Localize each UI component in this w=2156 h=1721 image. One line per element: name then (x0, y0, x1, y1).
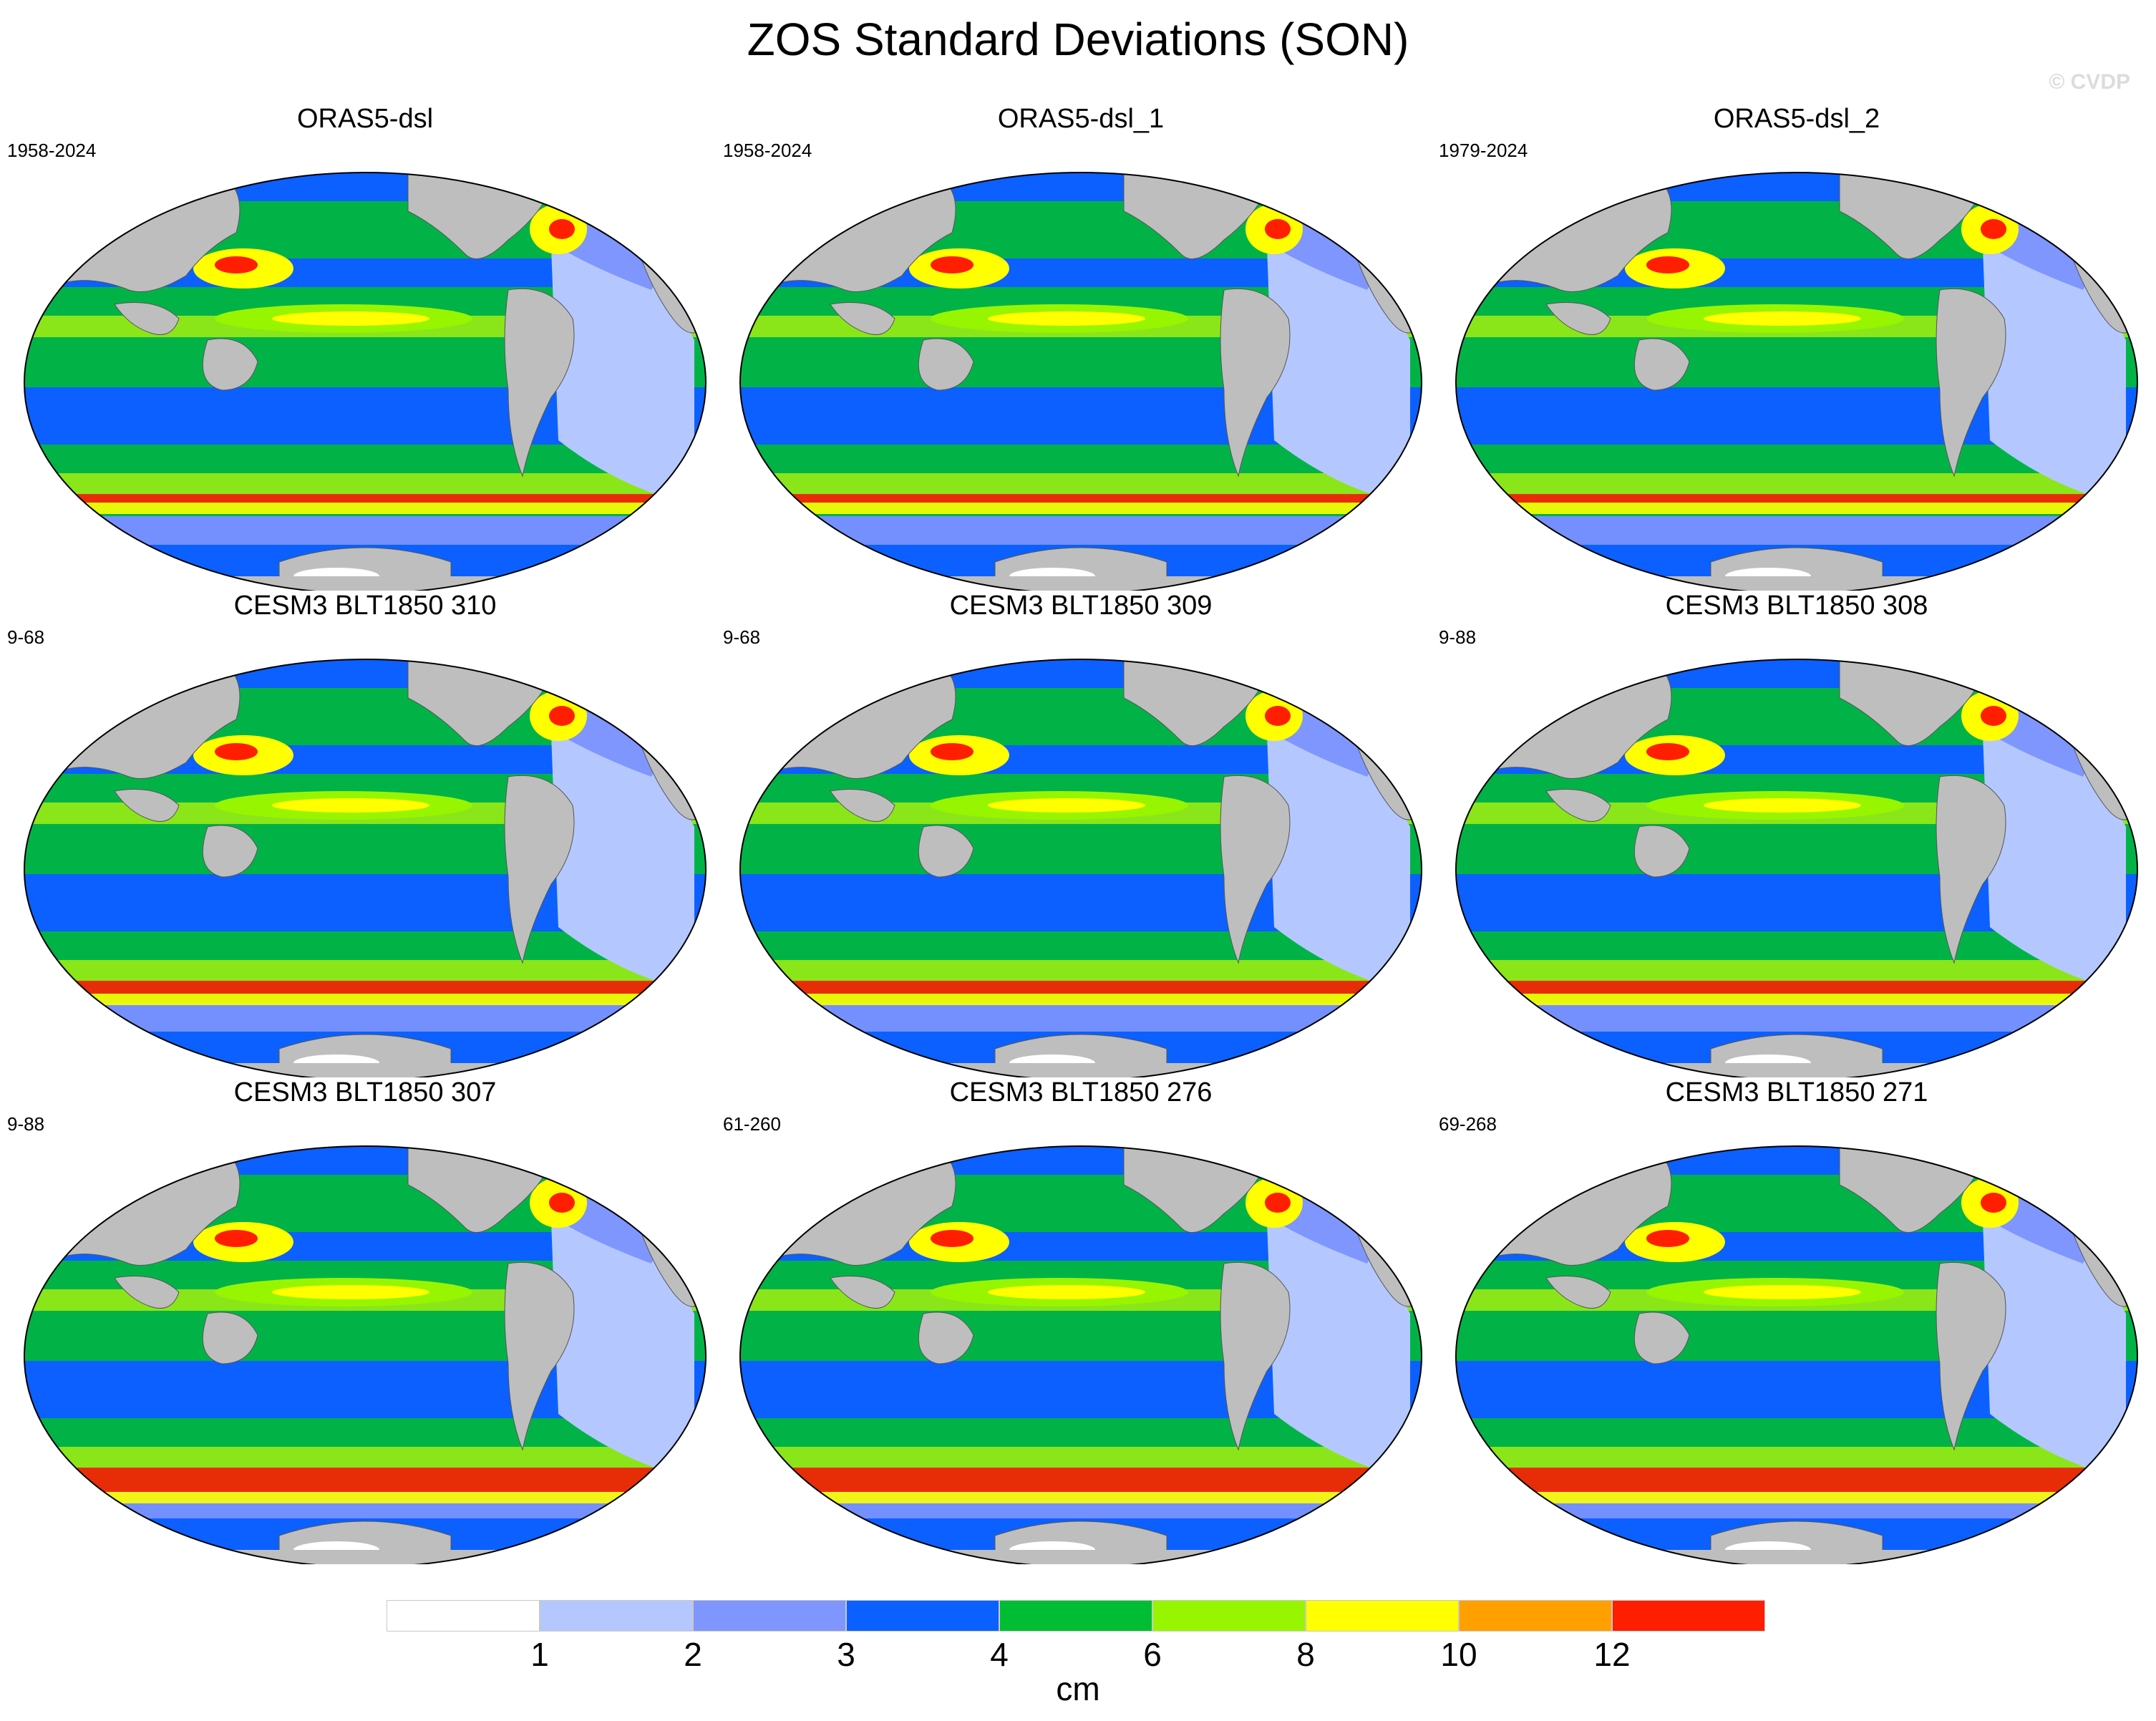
panel-period: 9-88 (1439, 626, 1477, 648)
ocean-map (739, 1145, 1422, 1564)
panel-title: CESM3 BLT1850 271 (1665, 1077, 1928, 1107)
map-panel: ORAS5-dsl_2 1979-2024 (1439, 104, 2155, 591)
colorbar-segment (540, 1600, 693, 1632)
colorbar-segment (1459, 1600, 1612, 1632)
panel-period: 9-68 (723, 626, 761, 648)
map-outline (1455, 1145, 2138, 1564)
colorbar-segment (693, 1600, 846, 1632)
ocean-map (1455, 172, 2138, 591)
colorbar-unit: cm (1056, 1670, 1100, 1707)
panel-title: CESM3 BLT1850 307 (233, 1077, 497, 1107)
map-panel: CESM3 BLT1850 308 9-88 (1439, 591, 2155, 1077)
panel-title: CESM3 BLT1850 308 (1665, 591, 1928, 621)
map-panel: CESM3 BLT1850 307 9-88 (7, 1077, 723, 1564)
colorbar-tick-label: 4 (990, 1636, 1009, 1673)
map-panel: ORAS5-dsl 1958-2024 (7, 104, 723, 591)
map-outline (1455, 172, 2138, 591)
colorbar-segment (1306, 1600, 1459, 1632)
panel-period: 69-268 (1439, 1113, 1497, 1135)
map-outline (24, 659, 706, 1077)
ocean-map (1455, 659, 2138, 1077)
panel-title: ORAS5-dsl_1 (997, 104, 1165, 134)
map-outline (739, 172, 1422, 591)
cvdp-watermark: © CVDP (2049, 70, 2130, 94)
panel-period: 9-88 (7, 1113, 45, 1135)
colorbar-tick-label: 3 (837, 1636, 855, 1673)
panel-title: CESM3 BLT1850 310 (233, 591, 497, 621)
colorbar-segment (1152, 1600, 1306, 1632)
map-outline (1455, 659, 2138, 1077)
ocean-map (739, 659, 1422, 1077)
colorbar-tick-label: 10 (1440, 1636, 1477, 1673)
ocean-map (24, 659, 706, 1077)
map-panel: CESM3 BLT1850 309 9-68 (723, 591, 1439, 1077)
colorbar-segment (387, 1600, 540, 1632)
ocean-map (1455, 1145, 2138, 1564)
panel-title: ORAS5-dsl_2 (1713, 104, 1880, 134)
colorbar-tick-label: 12 (1593, 1636, 1631, 1673)
panel-title: CESM3 BLT1850 276 (949, 1077, 1213, 1107)
panel-period: 9-68 (7, 626, 45, 648)
colorbar-segment (1612, 1600, 1765, 1632)
ocean-map (24, 172, 706, 591)
map-outline (739, 1145, 1422, 1564)
ocean-map (739, 172, 1422, 591)
main-title: ZOS Standard Deviations (SON) (747, 14, 1409, 65)
map-panel: CESM3 BLT1850 271 69-268 (1439, 1077, 2155, 1564)
map-outline (739, 659, 1422, 1077)
colorbar-tick-label: 1 (530, 1636, 549, 1673)
panel-title: CESM3 BLT1850 309 (949, 591, 1213, 621)
map-panel: CESM3 BLT1850 276 61-260 (723, 1077, 1439, 1564)
map-panel: CESM3 BLT1850 310 9-68 (7, 591, 723, 1077)
colorbar-segment (846, 1600, 999, 1632)
ocean-map (24, 1145, 706, 1564)
map-outline (24, 1145, 706, 1564)
panel-title: ORAS5-dsl (296, 104, 434, 134)
map-outline (24, 172, 706, 591)
colorbar (387, 1600, 1933, 1633)
panel-period: 1958-2024 (7, 140, 97, 161)
panel-period: 1958-2024 (723, 140, 812, 161)
panel-period: 1979-2024 (1439, 140, 1528, 161)
panel-period: 61-260 (723, 1113, 781, 1135)
map-panel: ORAS5-dsl_1 1958-2024 (723, 104, 1439, 591)
colorbar-tick-label: 6 (1143, 1636, 1162, 1673)
colorbar-tick-label: 2 (684, 1636, 702, 1673)
colorbar-segment (999, 1600, 1152, 1632)
colorbar-tick-label: 8 (1296, 1636, 1315, 1673)
